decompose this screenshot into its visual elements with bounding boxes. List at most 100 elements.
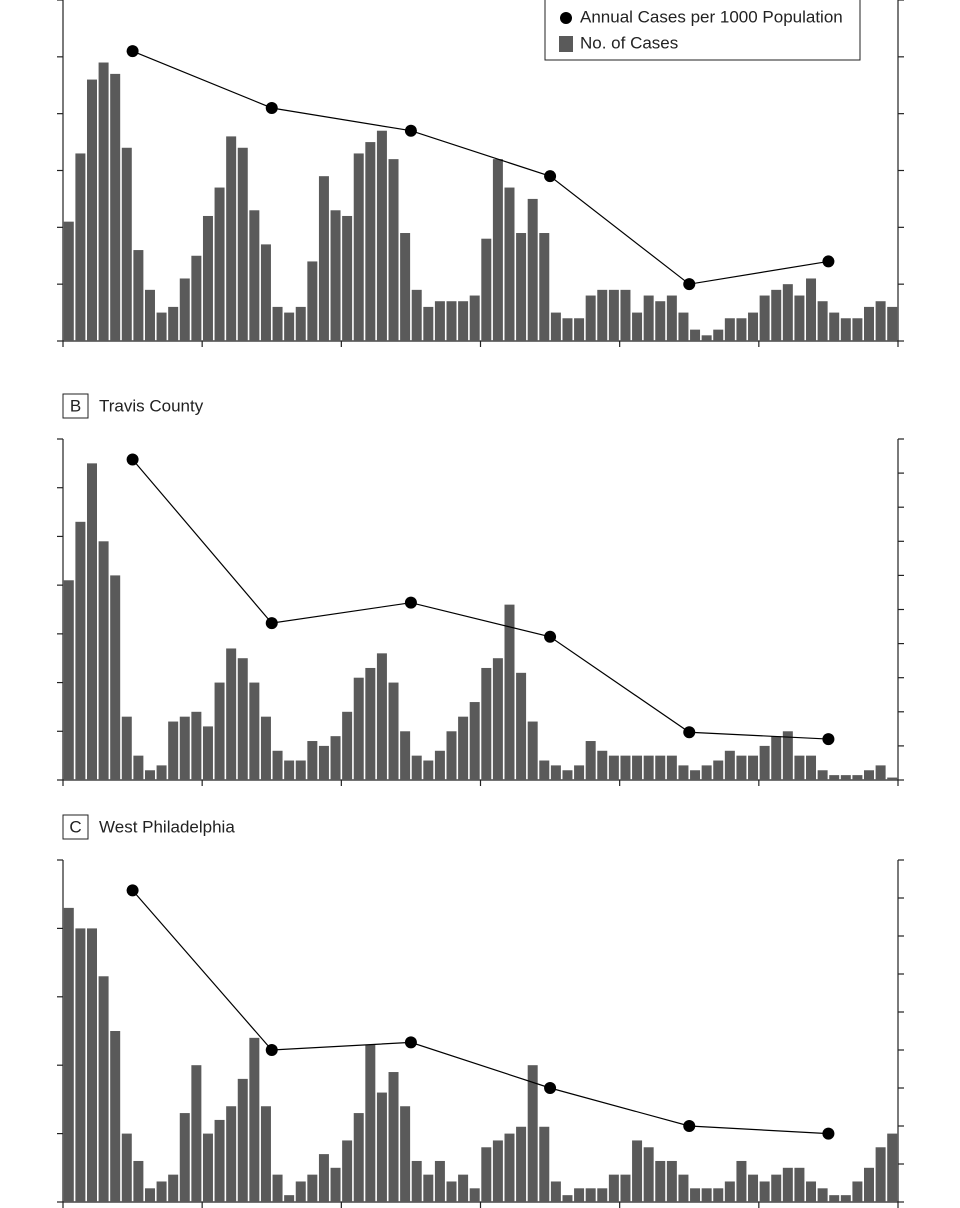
rate-point <box>126 884 139 897</box>
bar <box>272 1174 283 1202</box>
bar <box>191 255 202 341</box>
bar <box>782 731 793 780</box>
bar <box>133 1160 144 1202</box>
bar <box>632 312 643 341</box>
bar <box>318 176 329 341</box>
bar <box>179 278 190 341</box>
bar <box>330 1167 341 1202</box>
bar <box>713 760 724 780</box>
bar <box>817 301 828 341</box>
panel-title: West Philadelphia <box>99 817 235 836</box>
bar <box>736 318 747 341</box>
bar <box>806 278 817 341</box>
rate-point <box>404 1036 417 1049</box>
bar <box>597 750 608 780</box>
bar <box>585 741 596 780</box>
bar <box>759 1181 770 1202</box>
bar <box>121 1133 132 1202</box>
bar <box>434 750 445 780</box>
bar <box>144 289 155 341</box>
legend-box <box>544 0 861 61</box>
bar <box>794 295 805 341</box>
bar <box>597 1188 608 1202</box>
bar <box>759 745 770 780</box>
bar <box>249 682 260 780</box>
bar <box>110 73 121 341</box>
bar <box>806 755 817 780</box>
bar <box>840 1195 851 1202</box>
bar <box>63 221 74 341</box>
bar <box>376 130 387 341</box>
bar <box>202 215 213 341</box>
bar <box>608 289 619 341</box>
bar <box>632 1140 643 1202</box>
bar <box>226 136 237 341</box>
rate-point <box>265 617 278 630</box>
bar <box>237 1078 248 1202</box>
bar <box>168 306 179 341</box>
bar <box>423 306 434 341</box>
bar <box>86 463 97 780</box>
bar <box>214 682 225 780</box>
bar <box>736 1160 747 1202</box>
bar <box>887 1133 898 1202</box>
bar <box>504 1133 515 1202</box>
bar <box>307 261 318 341</box>
bar <box>133 250 144 341</box>
bar <box>713 329 724 341</box>
bar <box>284 1195 295 1202</box>
bar <box>794 755 805 780</box>
bar <box>666 295 677 341</box>
rate-point <box>822 1127 835 1140</box>
rate-point <box>126 453 139 466</box>
bar <box>469 1188 480 1202</box>
bar <box>423 760 434 780</box>
bar <box>585 295 596 341</box>
rate-line <box>132 50 829 285</box>
rate-point <box>544 1082 557 1094</box>
bar <box>539 1126 550 1202</box>
bar <box>771 1174 782 1202</box>
bar <box>527 1065 538 1202</box>
bar <box>550 765 561 780</box>
bar <box>98 976 109 1202</box>
bar <box>168 721 179 780</box>
bar <box>226 1106 237 1202</box>
rate-line <box>132 459 829 740</box>
bar <box>655 1160 666 1202</box>
rate-point <box>404 124 417 137</box>
bar <box>226 648 237 780</box>
bar <box>748 312 759 341</box>
rate-point <box>544 170 557 183</box>
bar <box>701 1188 712 1202</box>
bar <box>875 1147 886 1202</box>
bar <box>353 153 364 341</box>
bar <box>434 1160 445 1202</box>
bar <box>86 79 97 342</box>
bar <box>620 1174 631 1202</box>
bar <box>284 760 295 780</box>
bar <box>724 1181 735 1202</box>
bar <box>829 1195 840 1202</box>
bar <box>620 755 631 780</box>
bar <box>458 301 469 341</box>
bar <box>388 1072 399 1202</box>
bar <box>690 329 701 341</box>
legend-label: Annual Cases per 1000 Population <box>580 7 843 26</box>
bar <box>446 301 457 341</box>
bar <box>690 1188 701 1202</box>
bar <box>365 142 376 341</box>
bar <box>597 289 608 341</box>
bar <box>550 1181 561 1202</box>
rate-point <box>544 630 557 643</box>
bar <box>632 755 643 780</box>
bar <box>411 755 422 780</box>
bar <box>666 1160 677 1202</box>
bar <box>887 777 898 780</box>
panel-label-box <box>62 814 89 840</box>
bar <box>434 301 445 341</box>
bar <box>156 765 167 780</box>
bar <box>365 667 376 780</box>
